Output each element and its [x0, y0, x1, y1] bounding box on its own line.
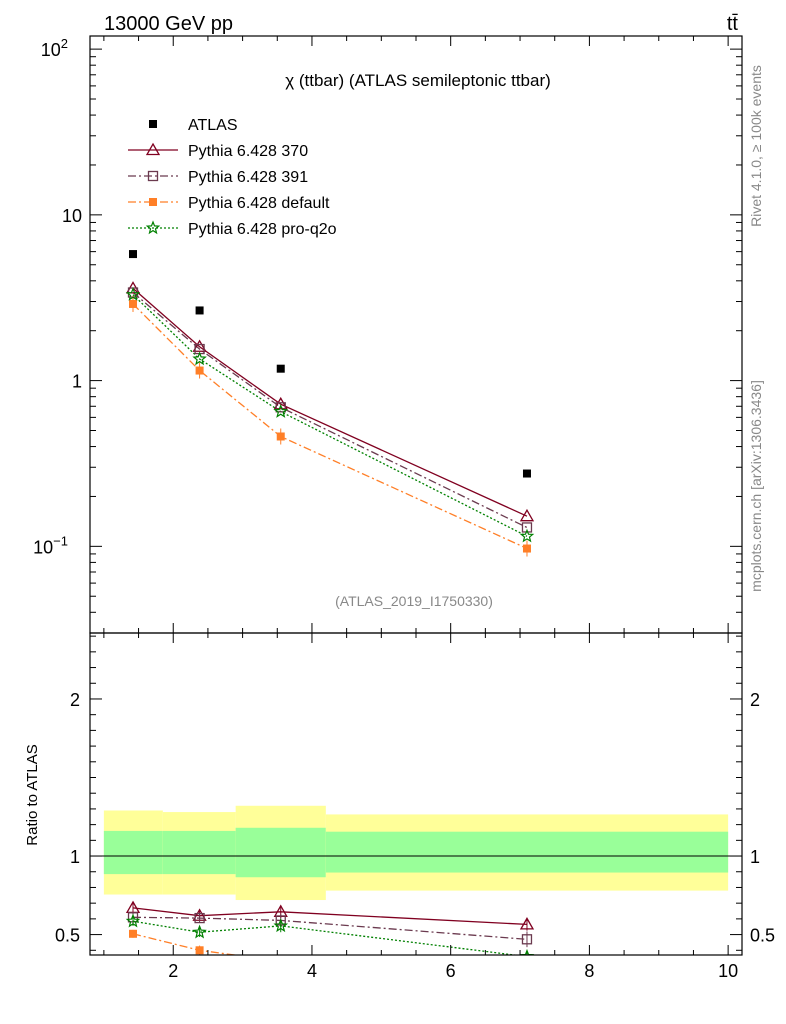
data-point-pydefault [276, 432, 285, 441]
legend-label-pyq2o: Pythia 6.428 pro-q2o [188, 221, 337, 238]
ratio-line-py391 [132, 916, 528, 940]
y-tick-label: 1 [72, 372, 82, 392]
ratio-y-tick-label-right: 0.5 [750, 926, 775, 946]
analysis-id: (ATLAS_2019_I1750330) [335, 593, 493, 609]
ratio-y-tick-label: 0.5 [55, 926, 80, 946]
ratio-y-tick-label-right: 2 [750, 690, 760, 710]
y-tick-label: 102 [41, 36, 68, 60]
x-tick-label: 2 [168, 961, 178, 981]
data-point-atlas [522, 469, 531, 478]
ratio-y-tick-label: 1 [70, 847, 80, 867]
legend-label-atlas: ATLAS [188, 117, 238, 134]
series-line-py391 [132, 292, 528, 529]
chart-title: χ (ttbar) (ATLAS semileptonic ttbar) [285, 71, 551, 90]
x-tick-label: 4 [307, 961, 317, 981]
data-point-pyq2o [519, 528, 535, 543]
data-point-atlas [276, 364, 285, 373]
ratio-point-pyq2o [192, 924, 207, 939]
process-label: tt̄ [727, 13, 739, 35]
series-line-pydefault [132, 303, 528, 550]
data-point-pydefault [522, 544, 531, 553]
series-line-pyq2o [132, 294, 528, 537]
ratio-axis-label: Ratio to ATLAS [24, 744, 41, 845]
ratio-y-tick-label: 2 [70, 690, 80, 710]
ratio-point-pydefault [129, 929, 138, 938]
data-point-atlas [195, 306, 204, 315]
ratio-point-pydefault [195, 946, 204, 955]
y-tick-label: 10 [62, 206, 82, 226]
legend-label-py391: Pythia 6.428 391 [188, 169, 308, 186]
x-tick-label: 6 [446, 961, 456, 981]
data-point-pydefault [195, 366, 204, 375]
ratio-point-pyq2o [519, 948, 535, 955]
data-point-pyq2o [273, 403, 289, 418]
ratio-point-py391 [194, 912, 205, 924]
ratio-line-pyq2o [132, 920, 520, 955]
uncertainty-band-inner [162, 830, 236, 875]
uncertainty-band-inner [103, 830, 163, 875]
data-point-pydefault [129, 299, 138, 308]
mcplots-label: mcplots.cern.ch [arXiv:1306.3436] [748, 380, 764, 592]
legend-marker-py370 [145, 142, 161, 156]
ratio-point-pyq2o [273, 918, 289, 933]
series-line-py370 [132, 287, 528, 517]
data-point-atlas [129, 250, 138, 259]
ratio-y-tick-label-right: 1 [750, 847, 760, 867]
data-point-py370 [192, 339, 207, 352]
energy-label: 13000 GeV pp [104, 13, 233, 35]
data-point-py370 [519, 508, 535, 522]
legend-marker-py391 [147, 170, 159, 182]
data-point-pyq2o [192, 351, 207, 366]
ratio-plot-frame [89, 632, 743, 956]
ratio-point-pydefault [277, 957, 285, 965]
ratio-point-py391 [521, 934, 533, 945]
data-point-py370 [273, 396, 288, 410]
y-tick-label: 10−1 [33, 533, 68, 557]
legend-marker-pyq2o [145, 220, 161, 235]
data-point-pyq2o [125, 287, 141, 301]
uncertainty-band-inner [325, 831, 729, 873]
ratio-series-group [125, 900, 535, 965]
ratio-line-pydefault [132, 933, 240, 955]
legend-label-py370: Pythia 6.428 370 [188, 143, 308, 160]
x-tick-label: 8 [584, 961, 594, 981]
uncertainty-band-inner [235, 827, 326, 878]
legend-marker-atlas [149, 120, 157, 128]
ratio-line-py370 [132, 907, 528, 926]
data-point-py391 [275, 402, 286, 413]
rivet-version-label: Rivet 4.1.0, ≥ 100k events [748, 65, 764, 227]
ratio-point-pyq2o [125, 913, 141, 928]
legend-label-pydefault: Pythia 6.428 default [188, 195, 330, 212]
legend-marker-pydefault [149, 198, 157, 206]
x-tick-label: 10 [718, 961, 738, 981]
ratio-point-py370 [519, 917, 535, 930]
